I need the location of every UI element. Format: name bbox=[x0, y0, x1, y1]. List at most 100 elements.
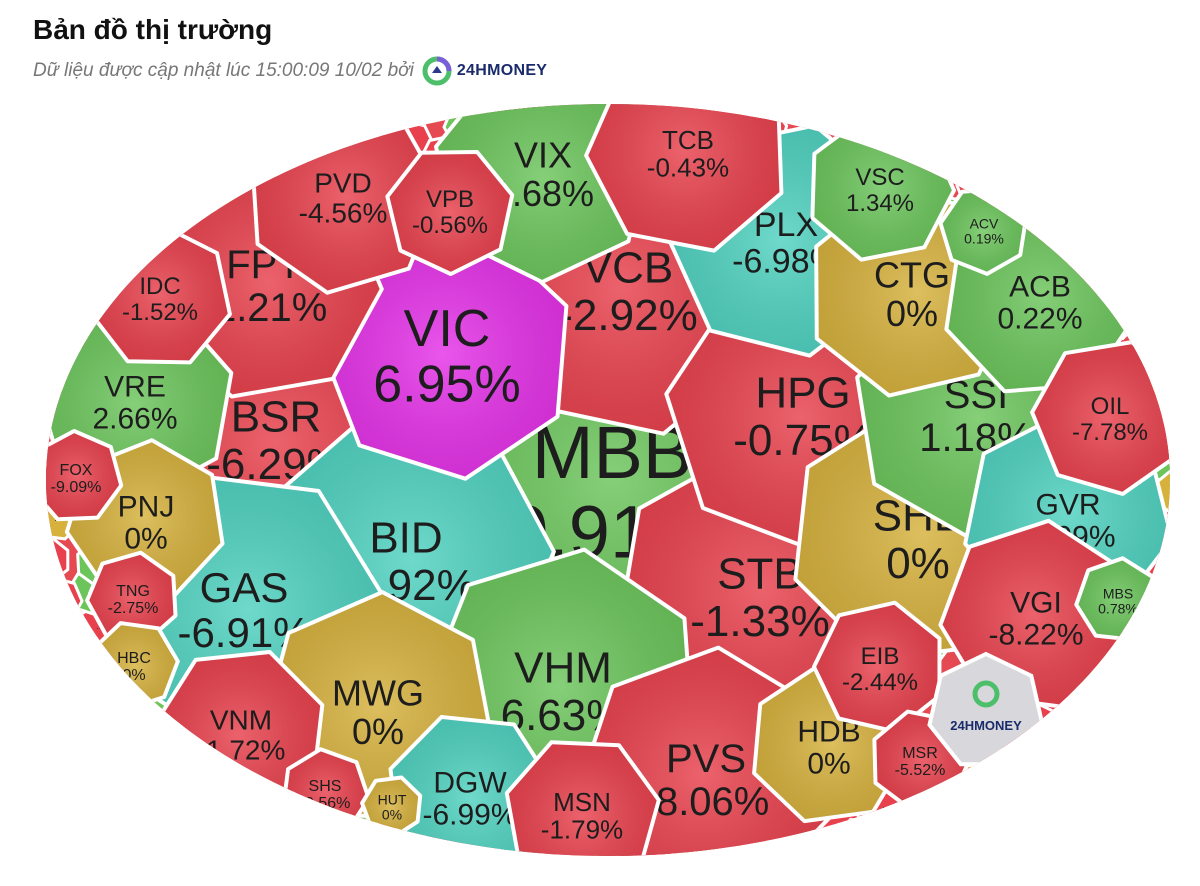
small-tile-ellipsis: ... bbox=[1144, 595, 1152, 605]
ticker-change: 1.34% bbox=[846, 190, 914, 217]
small-tile[interactable]: ... bbox=[95, 704, 142, 750]
small-tile-ellipsis: ... bbox=[1018, 740, 1026, 750]
ticker-symbol: VRE bbox=[104, 370, 166, 403]
small-tile-ellipsis: ... bbox=[1106, 705, 1114, 715]
small-tile[interactable]: ... bbox=[64, 665, 112, 711]
brand-logo[interactable]: 24HMONEY bbox=[422, 56, 547, 86]
small-tile[interactable]: ... bbox=[1086, 686, 1133, 732]
ticker-tile-tng[interactable]: TNG-2.75% bbox=[85, 550, 178, 645]
ticker-change: -0.56% bbox=[412, 212, 488, 239]
ticker-change: 0.22% bbox=[997, 303, 1082, 336]
ticker-symbol: IDC bbox=[139, 273, 180, 300]
tile-shading bbox=[1034, 344, 1170, 492]
ticker-change: 0% bbox=[886, 293, 938, 334]
small-tile-ellipsis: ... bbox=[929, 801, 937, 811]
ticker-symbol: VNM bbox=[210, 705, 272, 736]
ticker-symbol: DGW bbox=[433, 766, 507, 799]
ticker-change: 0.78% bbox=[1098, 600, 1138, 616]
ticker-tile-oil[interactable]: OIL-7.78% bbox=[1030, 340, 1182, 496]
ticker-symbol: OIL bbox=[1091, 393, 1130, 420]
ticker-symbol: BSR bbox=[231, 393, 321, 442]
logo-mark-icon bbox=[972, 680, 1000, 708]
ticker-symbol: PLX bbox=[754, 206, 818, 244]
ticker-change: 0% bbox=[124, 523, 167, 556]
small-tile-ellipsis: ... bbox=[854, 835, 862, 845]
small-tile-ellipsis: ... bbox=[971, 780, 979, 790]
small-tile-ellipsis: ... bbox=[696, 853, 704, 863]
ticker-symbol: VPB bbox=[426, 186, 474, 213]
small-tile[interactable]: ... bbox=[920, 129, 967, 176]
ticker-change: -1.72% bbox=[197, 735, 286, 766]
ticker-symbol: GAS bbox=[200, 564, 289, 611]
logo-tile[interactable]: 24HMONEY bbox=[927, 651, 1045, 767]
small-tile-ellipsis: ... bbox=[1088, 687, 1096, 697]
ticker-symbol: PVD bbox=[314, 168, 372, 199]
ticker-tile-fox[interactable]: FOX-9.09% bbox=[32, 429, 124, 522]
ticker-symbol: VIX bbox=[514, 135, 572, 176]
small-tile-ellipsis: ... bbox=[114, 721, 122, 731]
ticker-change: -4.56% bbox=[299, 198, 388, 229]
ticker-symbol: CTG bbox=[874, 255, 950, 296]
ticker-symbol: HUT bbox=[378, 791, 407, 807]
small-tile-ellipsis: ... bbox=[186, 740, 194, 750]
update-subtitle: Dữ liệu được cập nhật lúc 15:00:09 10/02… bbox=[33, 56, 547, 86]
small-tile-ellipsis: ... bbox=[336, 838, 344, 848]
small-tile-ellipsis: ... bbox=[975, 182, 983, 192]
small-tile-ellipsis: ... bbox=[84, 684, 92, 694]
ticker-symbol: GVR bbox=[1035, 488, 1100, 521]
ticker-change: 0% bbox=[382, 806, 402, 822]
ticker-tile-tcb[interactable]: TCB-0.43% bbox=[584, 52, 784, 253]
ticker-change: 0.19% bbox=[964, 230, 1004, 246]
brand-mark-icon bbox=[422, 56, 452, 86]
ticker-symbol: VHM bbox=[514, 644, 612, 693]
ticker-tile-shs[interactable]: SHS-0.56% bbox=[281, 747, 371, 837]
page-title: Bản đồ thị trường bbox=[33, 14, 273, 45]
small-tile-ellipsis: ... bbox=[44, 555, 52, 565]
small-tile-ellipsis: ... bbox=[1172, 521, 1180, 531]
ticker-change: 0% bbox=[352, 711, 404, 752]
small-tile[interactable]: ... bbox=[316, 821, 364, 865]
ticker-change: -0.43% bbox=[647, 153, 729, 183]
ticker-change: -6.99% bbox=[422, 799, 517, 832]
small-tile-ellipsis: ... bbox=[250, 790, 258, 800]
ticker-symbol: TCB bbox=[662, 125, 714, 155]
ticker-symbol: PNJ bbox=[118, 490, 175, 523]
ticker-symbol: ACB bbox=[1009, 270, 1071, 303]
small-tile-ellipsis: ... bbox=[1056, 707, 1064, 717]
ticker-symbol: BID bbox=[369, 514, 442, 563]
ticker-symbol: MSR bbox=[902, 745, 938, 762]
logo-brand-name: 24HMONEY bbox=[950, 718, 1022, 733]
ticker-change: 0% bbox=[807, 748, 850, 781]
small-tile[interactable]: ... bbox=[1016, 746, 1062, 793]
update-text: Dữ liệu được cập nhật lúc 15:00:09 10/02… bbox=[33, 60, 414, 81]
tile-shading bbox=[389, 153, 511, 272]
ticker-symbol: MSN bbox=[553, 787, 611, 817]
ticker-symbol: STB bbox=[717, 550, 803, 599]
ticker-change: -2.44% bbox=[842, 669, 918, 696]
ticker-tile-eib[interactable]: EIB-2.44% bbox=[812, 600, 942, 734]
small-tile-ellipsis: ... bbox=[1118, 645, 1126, 655]
tile-shading bbox=[816, 604, 938, 730]
ticker-change: 6.95% bbox=[373, 355, 520, 413]
small-tile-ellipsis: ... bbox=[1036, 765, 1044, 775]
ticker-change: -2.75% bbox=[108, 600, 159, 617]
small-tile-ellipsis: ... bbox=[286, 795, 294, 805]
brand-name: 24HMONEY bbox=[456, 62, 548, 79]
tile-shading bbox=[588, 104, 780, 249]
ticker-symbol: MBS bbox=[1103, 585, 1133, 601]
ticker-tile-vpb[interactable]: VPB-0.56% bbox=[385, 150, 515, 276]
small-tile[interactable]: ... bbox=[835, 817, 882, 862]
small-tile[interactable]: ... bbox=[26, 536, 70, 584]
small-tile[interactable]: ... bbox=[40, 576, 84, 623]
small-tile[interactable]: ... bbox=[52, 628, 99, 674]
tile-shading bbox=[46, 433, 120, 518]
small-tile-ellipsis: ... bbox=[1171, 435, 1179, 445]
ticker-symbol: FOX bbox=[60, 462, 93, 479]
ticker-change: -8.06% bbox=[643, 780, 770, 824]
ticker-tile-idc[interactable]: IDC-1.52% bbox=[87, 223, 232, 365]
